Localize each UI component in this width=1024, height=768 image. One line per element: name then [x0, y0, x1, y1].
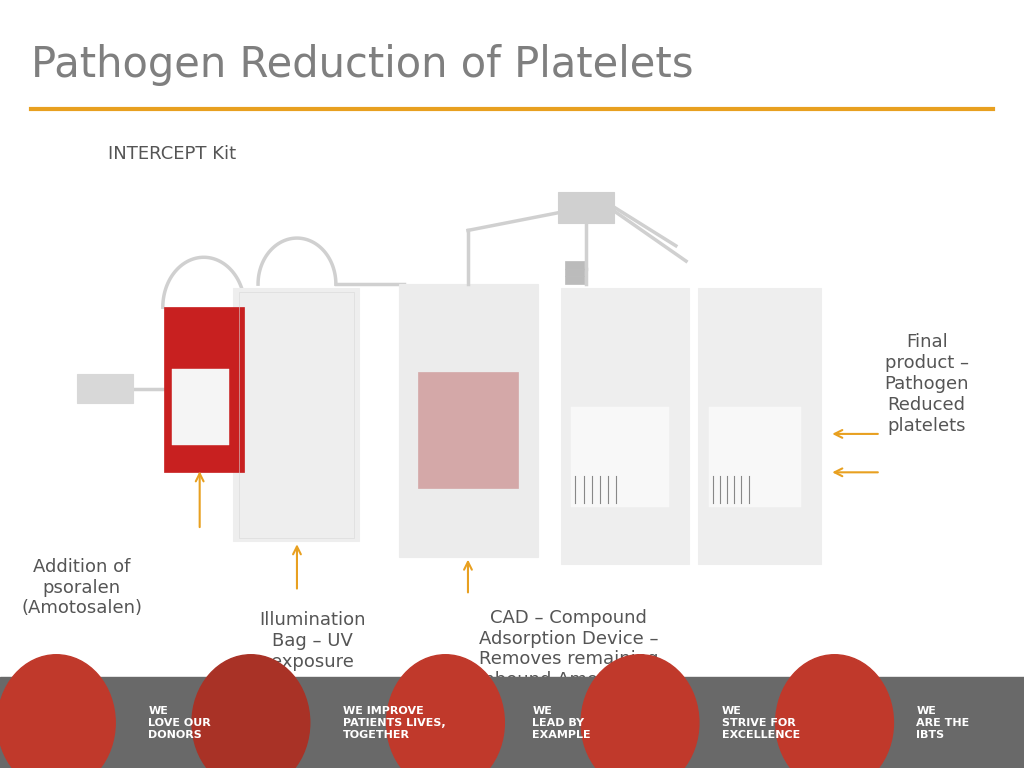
Bar	[571, 407, 669, 507]
Text: WE
LOVE OUR
DONORS: WE LOVE OUR DONORS	[148, 706, 211, 740]
Text: Pathogen Reduction of Platelets: Pathogen Reduction of Platelets	[31, 45, 693, 86]
Text: CAD – Compound
Adsorption Device –
Removes remaining
unbound Amotosalen: CAD – Compound Adsorption Device – Remov…	[472, 609, 665, 689]
Text: Addition of
psoralen
(Amotosalen): Addition of psoralen (Amotosalen)	[22, 558, 142, 617]
Ellipse shape	[386, 654, 504, 768]
Text: Final
product –
Pathogen
Reduced
platelets: Final product – Pathogen Reduced platele…	[885, 333, 969, 435]
Text: WE
STRIVE FOR
EXCELLENCE: WE STRIVE FOR EXCELLENCE	[722, 706, 800, 740]
Text: Illumination
Bag – UV
exposure: Illumination Bag – UV exposure	[259, 611, 366, 671]
Bar	[77, 374, 133, 403]
Bar	[233, 288, 359, 541]
Bar	[164, 307, 244, 472]
Bar	[172, 369, 229, 445]
Bar	[418, 372, 518, 488]
Text: INTERCEPT Kit: INTERCEPT Kit	[108, 144, 236, 163]
Bar	[239, 292, 354, 538]
Ellipse shape	[581, 654, 698, 768]
Ellipse shape	[0, 654, 115, 768]
Bar	[0, 677, 1024, 768]
Bar	[399, 284, 538, 557]
Bar	[565, 261, 584, 269]
Ellipse shape	[775, 654, 893, 768]
Bar	[561, 288, 689, 564]
Bar	[565, 269, 584, 276]
Bar	[709, 407, 801, 507]
Bar	[558, 192, 614, 223]
Bar	[698, 288, 821, 564]
Text: WE IMPROVE
PATIENTS LIVES,
TOGETHER: WE IMPROVE PATIENTS LIVES, TOGETHER	[343, 706, 445, 740]
Ellipse shape	[193, 654, 309, 768]
Bar	[565, 276, 584, 284]
Text: WE
ARE THE
IBTS: WE ARE THE IBTS	[916, 706, 970, 740]
Text: WE
LEAD BY
EXAMPLE: WE LEAD BY EXAMPLE	[532, 706, 591, 740]
